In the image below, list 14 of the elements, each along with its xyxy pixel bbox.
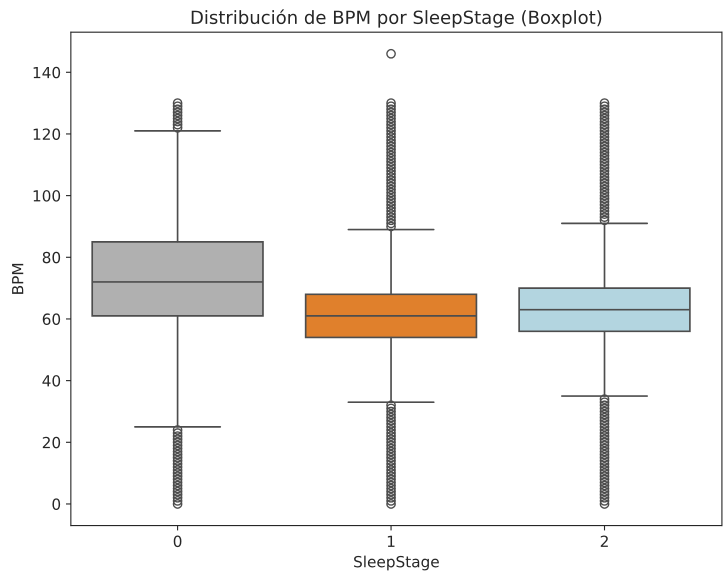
y-tick-label: 140 [34, 66, 60, 78]
x-tick-label: 0 [174, 536, 182, 548]
x-tick-label: 1 [388, 536, 394, 547]
y-tick-label: 80 [42, 252, 60, 264]
y-tick-label: 40 [42, 375, 60, 387]
y-tick-label: 60 [42, 313, 60, 325]
y-tick-label: 120 [34, 128, 60, 140]
y-tick-label: 100 [34, 190, 60, 202]
x-tick-label: 2 [600, 536, 608, 547]
y-tick-label: 0 [52, 498, 60, 510]
x-axis-title: SleepStage [354, 556, 439, 570]
y-axis-title: BPM [12, 264, 24, 294]
y-tick-label: 20 [42, 436, 60, 448]
chart-title: Distribución de BPM por SleepStage (Boxplot) [192, 9, 602, 28]
